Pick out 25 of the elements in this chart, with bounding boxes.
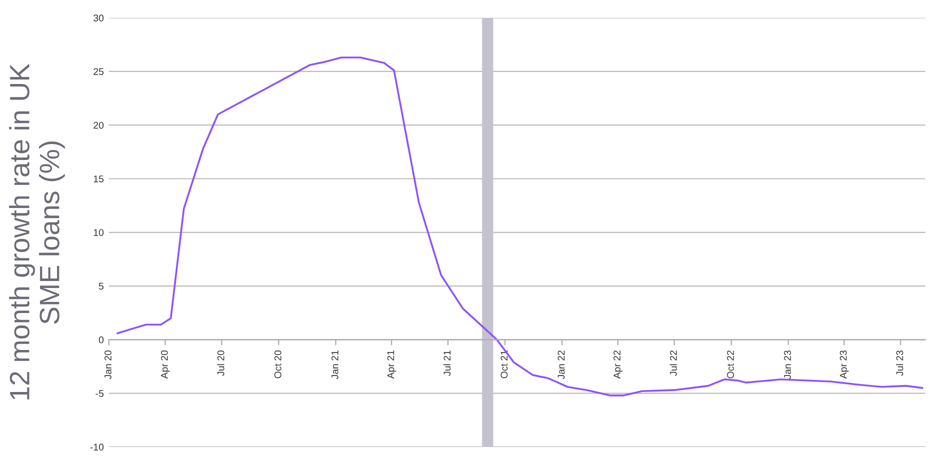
- y-tick-label: 5: [98, 282, 104, 290]
- x-tick-label: Jul 23: [896, 350, 904, 376]
- x-tick-label: Jul 22: [670, 350, 677, 376]
- x-tick-label: Jan 22: [558, 350, 565, 380]
- y-tick-label: 25: [94, 68, 104, 76]
- x-tick-label: Jul 20: [217, 350, 224, 376]
- x-tick-label: Apr 22: [614, 350, 622, 379]
- y-tick-label: 0: [98, 336, 104, 344]
- x-tick-label: Oct 20: [274, 350, 282, 378]
- x-tick-label: Apr 20: [160, 350, 170, 379]
- y-tick-label: 20: [94, 122, 104, 129]
- x-tick-label: Jan 21: [331, 350, 338, 380]
- y-tick-label: 10: [94, 229, 104, 236]
- x-tick-label: Jan 23: [784, 350, 791, 380]
- x-tick-label: Oct 22: [727, 350, 734, 378]
- line-series: [116, 56, 924, 396]
- y-tick-label: -10: [90, 444, 104, 451]
- y-tick-label: 15: [94, 176, 104, 182]
- y-axis-title: 12 month growth rate in UK SME loans (%): [9, 64, 65, 400]
- x-tick-label: Jan 20: [104, 350, 112, 380]
- x-tick-label: Apr 21: [387, 350, 396, 379]
- x-tick-label: Jul 21: [443, 350, 451, 376]
- y-tick-label: -5: [96, 390, 104, 397]
- x-tick-label: Apr 23: [840, 350, 849, 379]
- y-tick-label: 30: [94, 14, 104, 22]
